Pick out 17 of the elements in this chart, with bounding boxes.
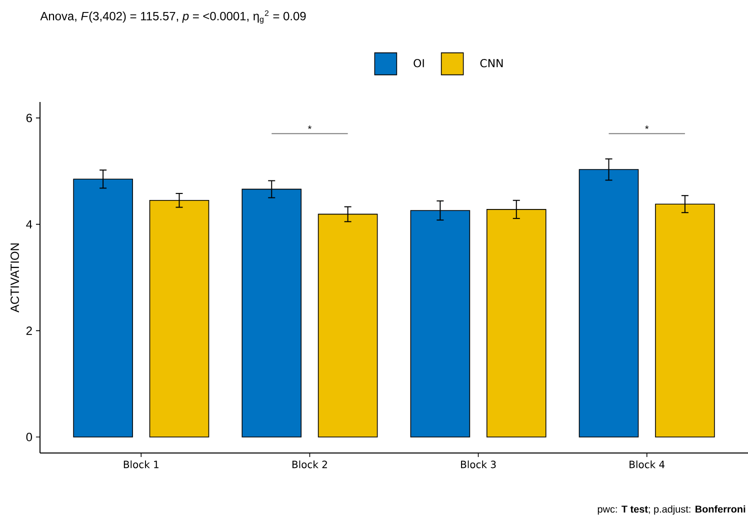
x-tick-label: Block 4 bbox=[630, 460, 665, 468]
bar bbox=[242, 188, 302, 438]
annotation: * bbox=[308, 126, 312, 130]
y-tick-label: 4 bbox=[26, 220, 32, 228]
x-tick-label: Block 3 bbox=[461, 460, 496, 468]
y-tick-label: 2 bbox=[26, 326, 32, 335]
annotation: * bbox=[645, 126, 649, 130]
text: pwc: T test; p.adjust: Bonferroni bbox=[598, 505, 746, 515]
y-axis-title: ACTIVATION bbox=[10, 243, 19, 312]
bar bbox=[318, 214, 378, 438]
legend-label: OI bbox=[414, 59, 424, 68]
x-tick-label: Block 2 bbox=[292, 460, 327, 468]
y-tick-label: 6 bbox=[26, 114, 32, 122]
legend-label: CNN bbox=[480, 59, 503, 68]
y-tick-label: 0 bbox=[26, 432, 32, 442]
x-tick-label: Block 1 bbox=[124, 460, 158, 468]
chart-title: Anova, F(3,402) = 115.57, p = <0.0001, η$_{g}$$^{2}$ = 0.09 bbox=[40, 10, 306, 24]
